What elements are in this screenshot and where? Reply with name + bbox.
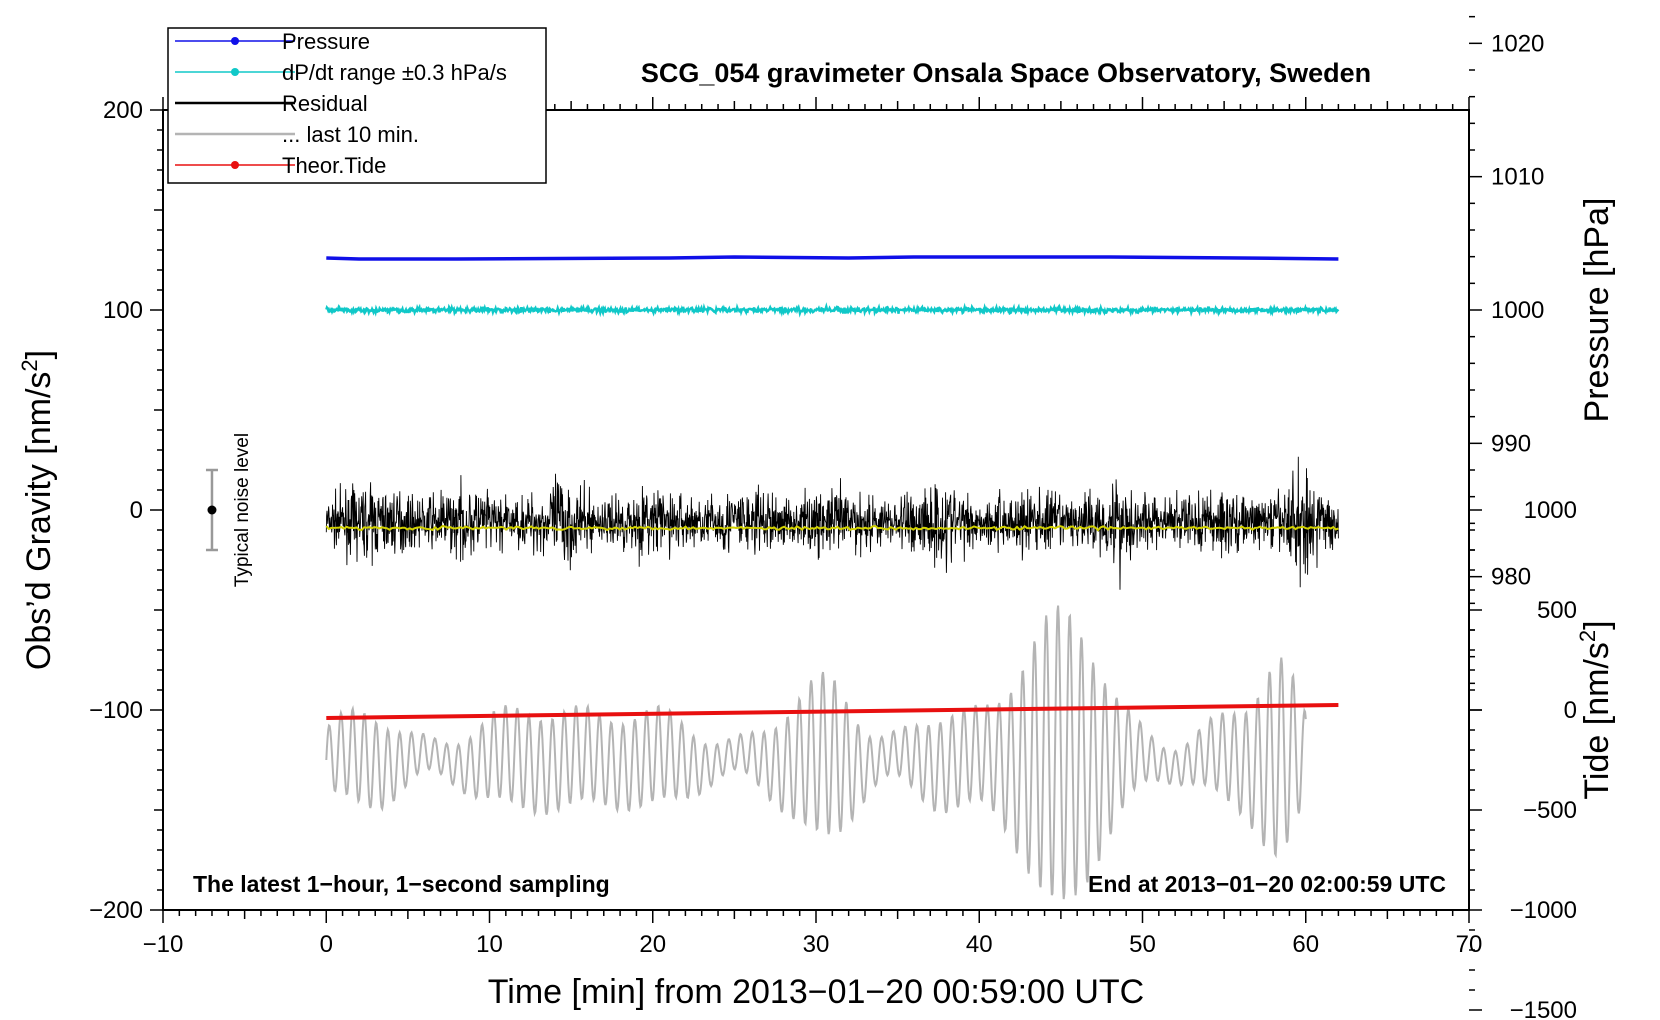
series-layer: [325, 255, 1340, 900]
legend-box: [167, 27, 547, 184]
chart-title: SCG_054 gravimeter Onsala Space Observat…: [641, 58, 1371, 88]
pressure-line: [326, 255, 1339, 261]
tide-tick-label: −1000: [1510, 897, 1577, 924]
y-left-label-end: ]: [20, 350, 58, 359]
legend-label: Theor.Tide: [282, 153, 386, 178]
pressure-tick-label: 1020: [1491, 30, 1544, 57]
annotation-end-time: End at 2013−01−20 02:00:59 UTC: [1088, 871, 1446, 897]
residual-smoothed-line: [325, 524, 1339, 532]
pressure-tick-label: 1000: [1491, 297, 1544, 324]
legend-label: dP/dt range ±0.3 hPa/s: [282, 60, 507, 85]
y-left-tick-label: −200: [89, 897, 143, 924]
legend: Pressure dP/dt range ±0.3 hPa/s Residual..…: [167, 27, 547, 184]
x-tick-label: 70: [1456, 931, 1483, 958]
x-tick-label: −10: [143, 931, 184, 958]
y-left-tick-label: 100: [103, 297, 143, 324]
y-axis-title-pressure: Pressure [hPa]: [1578, 198, 1616, 423]
tide-label-end: ]: [1578, 620, 1616, 629]
pressure-tick-label: 980: [1491, 564, 1531, 591]
annotation-sampling: The latest 1−hour, 1−second sampling: [193, 871, 610, 897]
x-tick-label: 20: [639, 931, 666, 958]
last-10-min-line: [325, 605, 1307, 900]
legend-items: Pressure dP/dt range ±0.3 hPa/s Residual..…: [175, 29, 507, 178]
legend-label: Residual: [282, 91, 368, 116]
y-left-tick-label: −100: [89, 697, 143, 724]
tide-tick-label: 0: [1564, 697, 1577, 724]
legend-marker: [231, 37, 239, 45]
tide-label-main: Tide [nm/s: [1578, 642, 1616, 799]
y-axis-title-tide: Tide [nm/s2]: [1575, 620, 1616, 799]
tide-tick-label: 500: [1537, 597, 1577, 624]
legend-marker: [231, 68, 239, 76]
noise-level-label: Typical noise level: [232, 433, 253, 587]
tide-tick-label: 1000: [1524, 497, 1577, 524]
x-axis-title: Time [min] from 2013−01−20 00:59:00 UTC: [488, 973, 1144, 1011]
tide-tick-label: −1500: [1510, 997, 1577, 1020]
legend-marker: [231, 161, 239, 169]
x-tick-label: 50: [1129, 931, 1156, 958]
x-tick-label: 30: [803, 931, 830, 958]
legend-label: Pressure: [282, 29, 370, 54]
residual-line: [325, 456, 1339, 590]
tide-tick-label: −500: [1523, 797, 1577, 824]
pressure-tick-label: 1010: [1491, 164, 1544, 191]
y-left-label-sup: 2: [17, 359, 42, 371]
y-left-tick-label: 0: [130, 497, 143, 524]
y-left-label-main: Obs’d Gravity [nm/s: [20, 372, 58, 671]
dpdt-line: [325, 302, 1340, 318]
x-tick-label: 60: [1292, 931, 1319, 958]
y-left-tick-label: 200: [103, 97, 143, 124]
tick-marks: −10 0 10 20 30 40 50 60 70−200−10001002009809901…: [89, 15, 1577, 1020]
x-tick-label: 0: [320, 931, 333, 958]
x-tick-label: 10: [476, 931, 503, 958]
pressure-tick-label: 990: [1491, 430, 1531, 457]
y-axis-title-left: Obs’d Gravity [nm/s2]: [17, 350, 58, 670]
tide-label-sup: 2: [1575, 630, 1600, 642]
legend-label: ... last 10 min.: [282, 122, 419, 147]
x-tick-label: 40: [966, 931, 993, 958]
noise-level-marker: Typical noise level: [205, 433, 253, 587]
theor-tide-line: [326, 703, 1339, 720]
noise-dot: [207, 505, 217, 515]
